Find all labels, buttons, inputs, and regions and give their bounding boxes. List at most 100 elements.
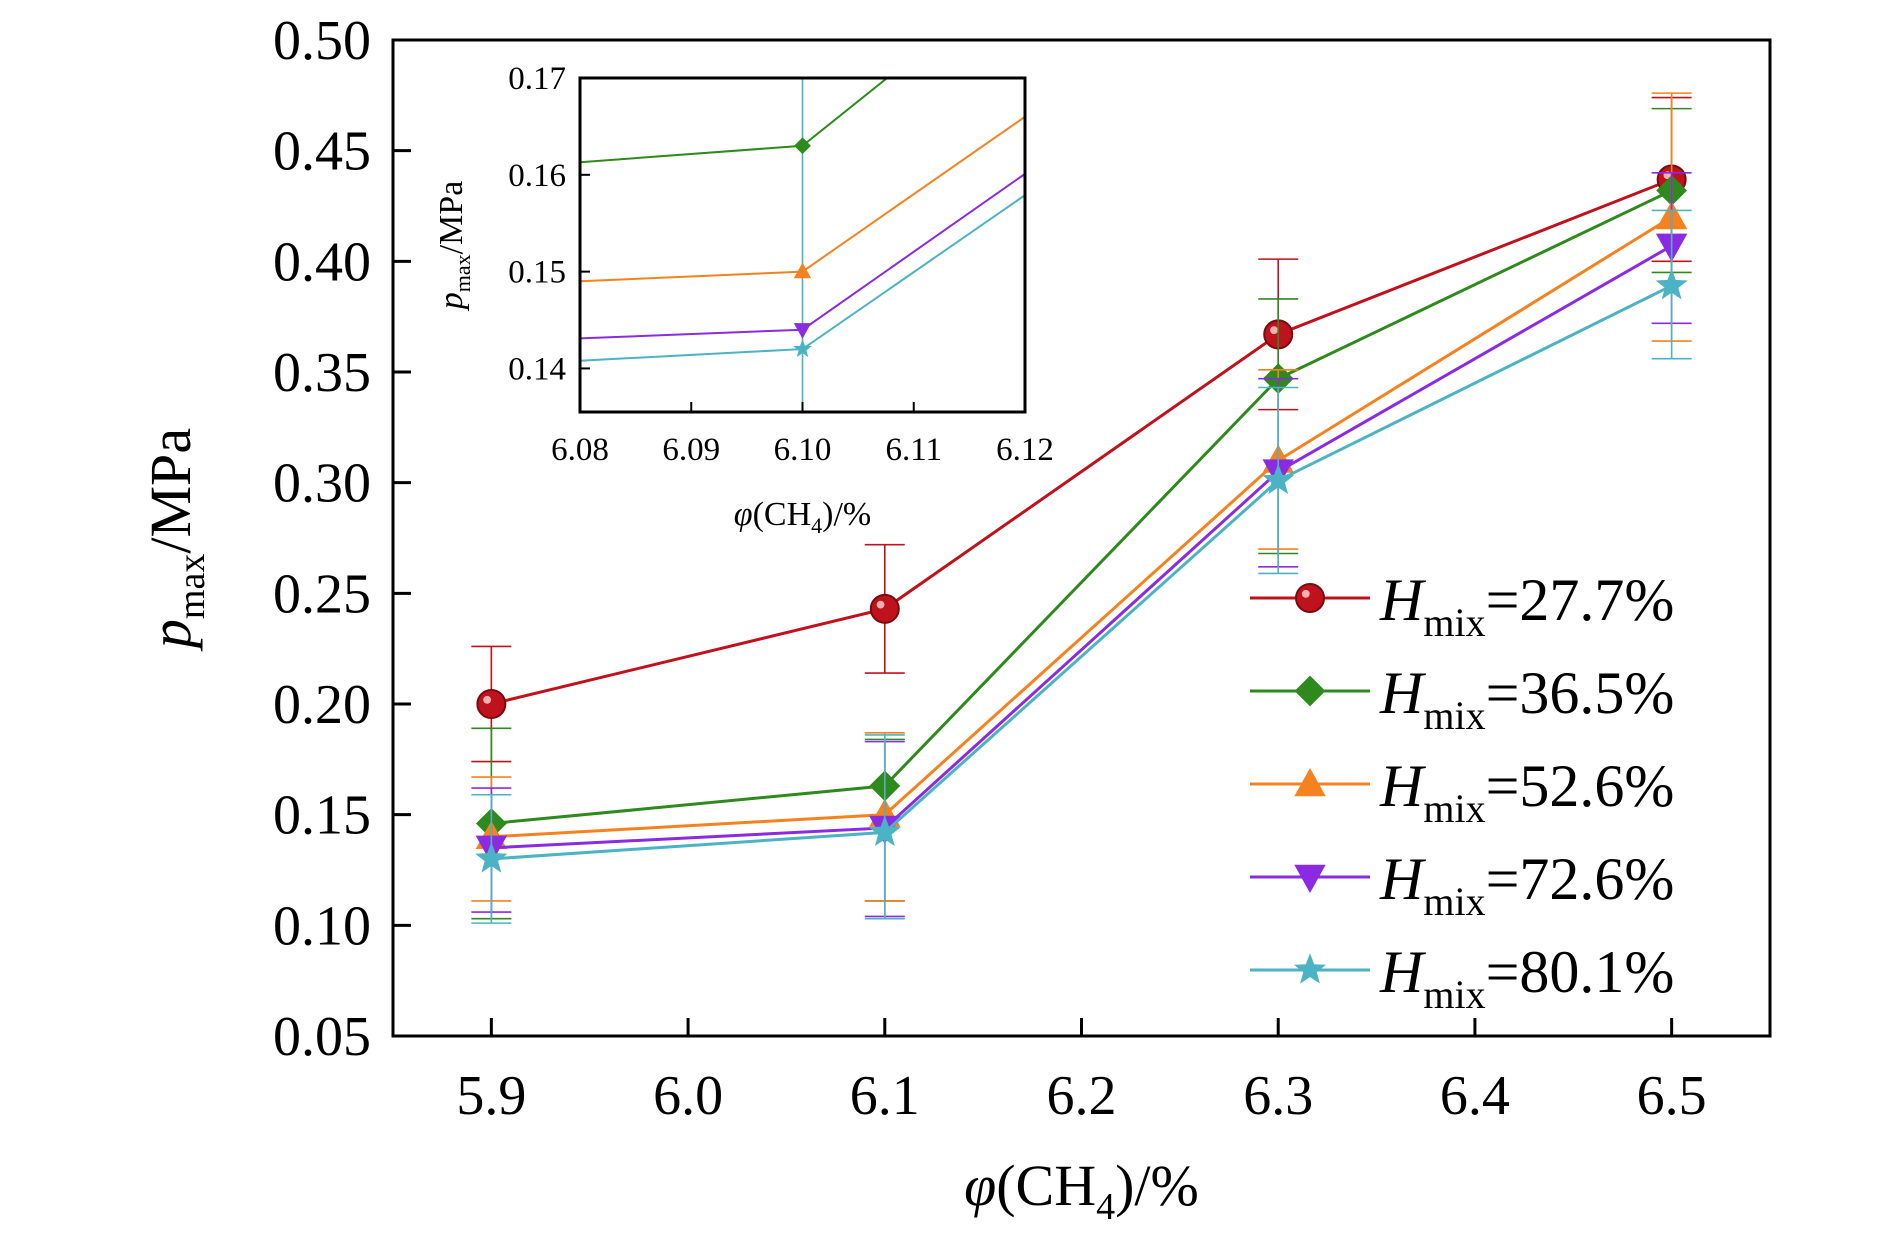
inset-y-tick-label: 0.16	[508, 158, 566, 194]
inset-x-tick-label: 6.09	[662, 432, 720, 468]
main-plot: 0.05 0.10 0.15 0.20 0.25 0.30 0.35 0.40 0.45 0.50…	[138, 10, 1772, 1228]
data-point	[869, 593, 900, 624]
y-axis-title-rest: /MPa	[138, 428, 203, 554]
y-tick-label: 0.05	[273, 1006, 371, 1068]
inset-series-3	[580, 172, 1025, 340]
x-tick-label: 6.3	[1243, 1065, 1313, 1127]
legend-label-var: H	[1379, 660, 1427, 726]
inset-x-tick-label: 6.11	[885, 432, 942, 468]
inset-data-point	[793, 262, 812, 279]
legend-label-sub: mix	[1423, 786, 1485, 831]
data-point	[1262, 463, 1295, 495]
legend-label: Hmix=80.1%	[1379, 939, 1674, 1017]
legend-label-value: =27.7%	[1486, 567, 1675, 633]
x-axis-title-rest: )/%	[1115, 1153, 1199, 1218]
inset-series-2	[580, 115, 1025, 283]
data-point	[1655, 268, 1688, 300]
y-tick-label: 0.50	[273, 10, 371, 72]
legend-label: Hmix=52.6%	[1379, 753, 1674, 831]
series-4	[471, 209, 1692, 924]
legend-label-value: =80.1%	[1486, 939, 1675, 1005]
data-point	[868, 815, 901, 847]
legend-label: Hmix=27.7%	[1379, 567, 1674, 645]
x-axis-title: φ(CH4)/%	[964, 1153, 1199, 1228]
legend-marker	[1295, 583, 1325, 613]
y-tick-label: 0.35	[273, 342, 371, 404]
legend-item: Hmix=36.5%	[1250, 660, 1674, 738]
x-tick-label: 6.1	[850, 1065, 920, 1127]
legend-label-sub: mix	[1423, 693, 1485, 738]
inset-x-axis-title-sub: 4	[811, 513, 822, 538]
legend-label-sub: mix	[1423, 879, 1485, 924]
x-tick-label: 6.4	[1440, 1065, 1510, 1127]
y-tick-label: 0.40	[273, 231, 371, 293]
legend: Hmix=27.7%Hmix=36.5%Hmix=52.6%Hmix=72.6%…	[1250, 567, 1674, 1017]
data-point-highlight	[1270, 326, 1278, 335]
legend-item: Hmix=27.7%	[1250, 567, 1674, 645]
inset-y-axis-title: pmax/MPa	[433, 181, 475, 312]
inset-x-tick-label: 6.10	[774, 432, 832, 468]
y-tick-label: 0.45	[273, 121, 371, 183]
inset-series-4	[580, 193, 1025, 362]
inset-x-axis-title-var: φ	[734, 496, 753, 533]
legend-item: Hmix=72.6%	[1250, 846, 1674, 924]
legend-label-var: H	[1379, 753, 1427, 819]
x-tick-label: 5.9	[456, 1065, 526, 1127]
legend-label-value: =52.6%	[1486, 753, 1675, 819]
inset-x-tick-label: 6.08	[551, 432, 609, 468]
inset-data-point	[793, 339, 812, 358]
legend-label: Hmix=72.6%	[1379, 846, 1674, 924]
legend-item: Hmix=52.6%	[1250, 753, 1674, 831]
series-line	[491, 215, 1673, 839]
y-tick-label: 0.10	[273, 895, 371, 957]
x-axis-title-paren: (CH	[996, 1153, 1096, 1218]
inset-data-point	[793, 323, 812, 339]
y-tick-label: 0.30	[273, 453, 371, 515]
series-line	[491, 244, 1673, 850]
inset-data	[580, 78, 1025, 412]
x-tick-label: 6.2	[1047, 1065, 1117, 1127]
legend-marker	[1293, 953, 1327, 984]
legend-label-var: H	[1379, 939, 1427, 1005]
inset-data-point	[794, 137, 811, 155]
legend-marker	[1294, 767, 1326, 797]
legend-label-sub: mix	[1423, 600, 1485, 645]
inset-y-tick-label: 0.15	[508, 255, 566, 291]
inset-y-tick-label: 0.14	[508, 351, 566, 387]
inset-y-axis-title-rest: /MPa	[433, 181, 470, 255]
data-point	[476, 689, 507, 719]
inset-y-axis-title-sub: max	[450, 254, 475, 292]
legend-marker	[1294, 675, 1326, 707]
y-tick-label: 0.25	[273, 563, 371, 625]
x-axis-title-var: φ	[964, 1153, 996, 1218]
y-axis-title-sub: max	[171, 554, 213, 619]
x-tick-label: 6.5	[1637, 1065, 1707, 1127]
x-tick-label: 6.0	[653, 1065, 723, 1127]
y-axis-title: pmax/MPa	[138, 428, 213, 652]
legend-label-value: =72.6%	[1486, 846, 1675, 912]
legend-marker	[1294, 864, 1326, 894]
series-line	[491, 189, 1673, 826]
legend-item: Hmix=80.1%	[1250, 939, 1674, 1017]
legend-label-var: H	[1379, 567, 1427, 633]
inset-series-1	[580, 78, 889, 164]
legend-marker-highlight	[1301, 589, 1310, 598]
data-point	[475, 842, 508, 873]
legend-label-var: H	[1379, 846, 1427, 912]
series-line	[491, 178, 1673, 706]
inset-x-axis-title-paren: (CH	[753, 496, 812, 533]
series-line	[491, 284, 1673, 861]
legend-label-sub: mix	[1423, 972, 1485, 1017]
inset-y-axis-title-var: p	[433, 292, 470, 311]
inset-x-tick-label: 6.12	[996, 432, 1054, 468]
data-point-highlight	[876, 600, 885, 609]
inset-x-axis-title: φ(CH4)/%	[734, 496, 871, 538]
y-tick-label: 0.15	[273, 785, 371, 847]
legend-label-value: =36.5%	[1486, 660, 1675, 726]
inset-plot: 0.14 0.15 0.16 0.17 6.08 6.09 6.10 6.11 6.12 φ(CH…	[433, 61, 1054, 538]
x-axis-title-sub: 4	[1096, 1186, 1115, 1228]
data-point-highlight	[483, 695, 492, 704]
inset-y-tick-label: 0.17	[508, 61, 566, 97]
